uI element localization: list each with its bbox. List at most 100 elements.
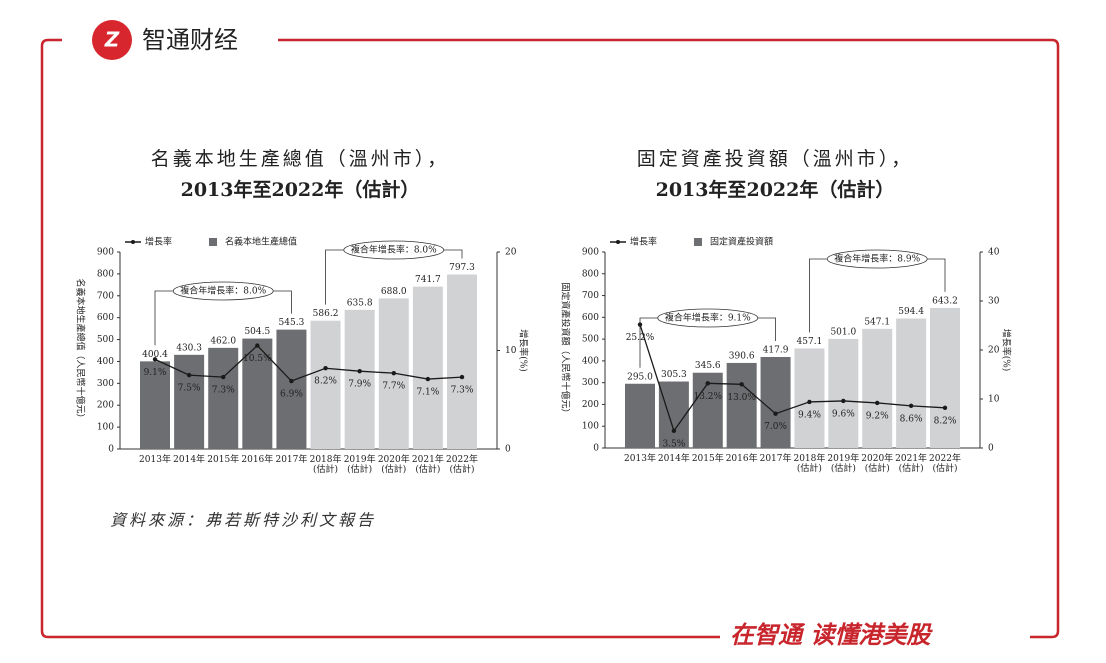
logo-text: 智通财经 [142, 26, 238, 54]
x-tick-label: 2013年 [139, 455, 171, 465]
y-tick-label: 600 [582, 313, 599, 323]
bar [625, 383, 655, 448]
growth-label: 3.5% [662, 439, 685, 449]
bar-value-label: 305.3 [661, 370, 687, 380]
chart-subtitle: 2013年至2022年（估計） [181, 178, 420, 201]
y-tick-label: 500 [582, 335, 599, 345]
x-tick-label: 2021年 (估計) [411, 455, 444, 475]
growth-label: 7.0% [764, 422, 787, 432]
growth-point [841, 398, 846, 404]
bar [242, 338, 273, 449]
y2-tick-label: 0 [505, 445, 511, 455]
growth-label: 25.2% [626, 333, 655, 343]
bar [344, 309, 375, 449]
growth-point [221, 374, 226, 380]
x-tick-label: 2022年 (估計) [929, 454, 961, 474]
bar-value-label: 400.4 [142, 350, 168, 360]
y2-axis-label: 增長率(%) [1001, 329, 1013, 372]
y-tick-label: 900 [97, 248, 114, 258]
y-tick-label: 400 [582, 356, 599, 366]
growth-point [671, 428, 677, 434]
legend-marker [131, 240, 135, 244]
y-axis-label: 固定資產投資額（人民幣十億元） [560, 282, 572, 417]
y-tick-label: 300 [97, 379, 114, 389]
cagr-label: 複合年增長率：8.0% [351, 244, 437, 256]
y-tick-label: 600 [97, 313, 114, 323]
growth-point [908, 403, 914, 409]
bar-value-label: 417.9 [763, 345, 789, 355]
growth-point [152, 357, 158, 362]
legend-label: 增長率 [145, 236, 172, 248]
x-tick-label: 2021年 (估計) [895, 454, 928, 474]
legend-swatch [209, 238, 217, 246]
slogan: 在智通 读懂港美股 [730, 621, 933, 649]
y2-tick-label: 10 [988, 395, 1000, 405]
y2-tick-label: 40 [988, 248, 1000, 258]
growth-label: 8.2% [934, 416, 957, 426]
bar-value-label: 295.0 [627, 372, 653, 382]
x-tick-label: 2018年 (估計) [793, 454, 826, 474]
bar-value-label: 586.2 [313, 309, 339, 319]
y2-tick-label: 10 [505, 346, 517, 356]
x-tick-label: 2022年 (估計) [446, 455, 478, 475]
growth-point [323, 366, 328, 371]
growth-label: 7.7% [382, 382, 405, 392]
bar-value-label: 390.6 [729, 351, 755, 361]
legend-label: 增長率 [630, 236, 657, 248]
bar [726, 362, 757, 448]
growth-point [637, 322, 643, 327]
y-tick-label: 700 [97, 291, 114, 301]
source: 資料來源：弗若斯特沙利文報告 [110, 511, 376, 530]
growth-point [255, 343, 260, 348]
legend-label: 名義本地生產總值 [225, 236, 297, 248]
bar [140, 361, 170, 449]
growth-point [875, 400, 880, 406]
y-axis-label: 名義本地生產總值（人民幣十億元） [75, 278, 87, 422]
y-tick-label: 900 [582, 248, 599, 258]
bar [896, 318, 927, 448]
growth-point [357, 368, 362, 374]
bar [760, 356, 791, 448]
bar-value-label: 504.5 [244, 327, 270, 337]
y-tick-label: 700 [582, 291, 599, 301]
x-tick-label: 2017年 [275, 455, 308, 465]
cagr-ellipse [826, 249, 928, 269]
y-tick-label: 500 [97, 335, 114, 345]
growth-label: 8.2% [314, 377, 337, 387]
x-tick-label: 2014年 [657, 454, 690, 464]
growth-label: 6.9% [280, 390, 303, 400]
bar [276, 329, 307, 449]
logo-mark: Z [104, 28, 120, 52]
y-tick-label: 400 [97, 357, 114, 367]
growth-point [807, 399, 812, 405]
growth-point [459, 374, 465, 380]
growth-line [639, 324, 946, 433]
bar [310, 320, 341, 449]
chart-title: 固定資產投資額（溫州市）， [637, 148, 914, 170]
cagr-ellipse [343, 240, 445, 260]
bar-value-label: 545.3 [279, 318, 305, 328]
growth-line [154, 344, 463, 382]
bar-value-label: 643.2 [932, 296, 958, 306]
y-tick-label: 100 [582, 422, 599, 432]
legend-swatch [694, 238, 702, 246]
chart-title: 名義本地生產總值（溫州市）， [151, 148, 450, 170]
growth-label: 9.6% [832, 409, 855, 419]
x-tick-label: 2019年 (估計) [343, 455, 376, 475]
x-tick-label: 2016年 [725, 454, 758, 464]
growth-label: 13.0% [727, 393, 756, 403]
bar-value-label: 594.4 [898, 307, 924, 317]
y2-axis-label: 增長率(%) [518, 329, 530, 372]
bar [794, 348, 825, 448]
growth-label: 8.6% [900, 414, 923, 424]
bar-value-label: 430.3 [176, 343, 202, 353]
bar-value-label: 345.6 [695, 361, 721, 371]
bar-value-label: 501.0 [830, 327, 856, 337]
growth-label: 13.2% [693, 392, 722, 402]
y2-tick-label: 0 [988, 444, 994, 454]
bar-value-label: 547.1 [864, 317, 890, 327]
x-tick-label: 2014年 [173, 455, 206, 465]
y-tick-label: 100 [97, 423, 114, 433]
growth-label: 9.1% [144, 368, 167, 378]
